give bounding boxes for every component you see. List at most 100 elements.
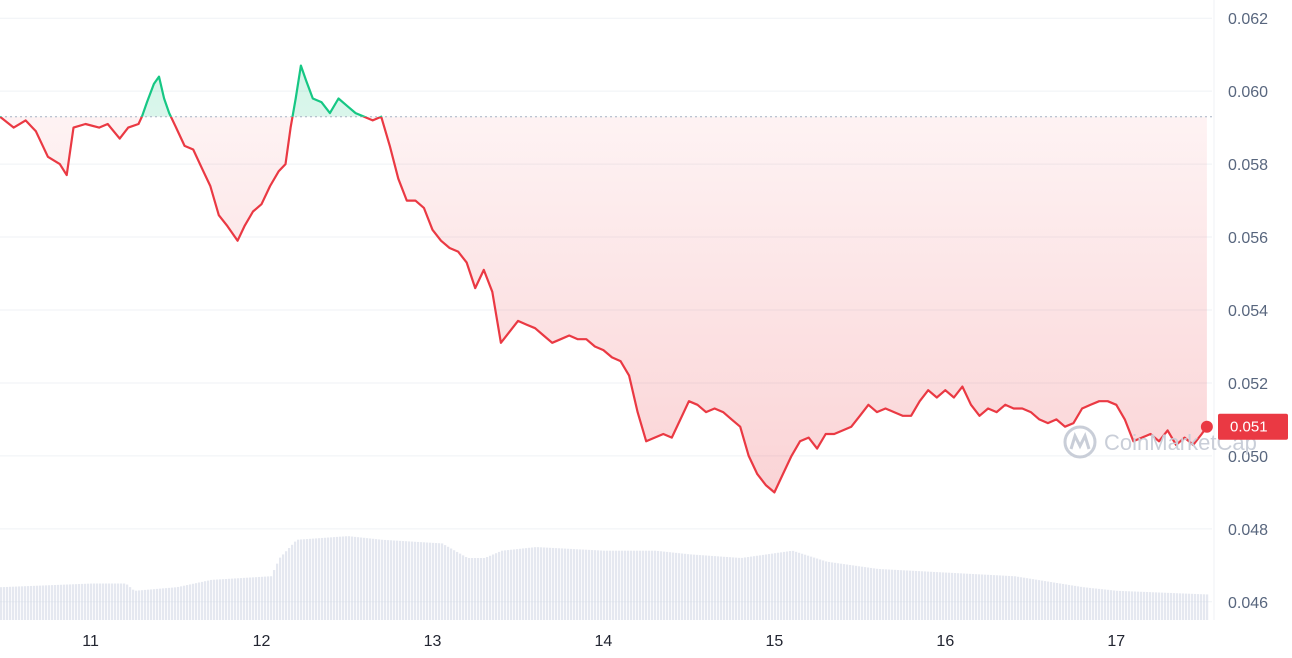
volume-bar bbox=[486, 557, 489, 620]
volume-bar bbox=[732, 557, 735, 620]
y-tick-label: 0.052 bbox=[1228, 376, 1268, 393]
volume-bar bbox=[1170, 592, 1173, 620]
volume-bar bbox=[1062, 583, 1065, 620]
volume-bar bbox=[735, 557, 738, 620]
y-tick-label: 0.046 bbox=[1228, 595, 1268, 612]
volume-bar bbox=[108, 583, 111, 620]
volume-bar bbox=[1041, 580, 1044, 620]
volume-bar bbox=[324, 537, 327, 620]
volume-bar bbox=[1080, 586, 1083, 620]
y-axis: 0.062 0.060 0.058 0.056 0.054 0.052 0.050 0.048… bbox=[1228, 11, 1268, 612]
volume-bar bbox=[1035, 579, 1038, 620]
volume-bar bbox=[60, 584, 63, 620]
volume-bar bbox=[1197, 594, 1200, 620]
volume-bar bbox=[984, 574, 987, 620]
volume-bar bbox=[996, 575, 999, 620]
volume-bar bbox=[126, 584, 129, 620]
volume-bar bbox=[582, 549, 585, 620]
volume-bar bbox=[612, 550, 615, 620]
volume-bar bbox=[1176, 593, 1179, 620]
volume-bar bbox=[216, 579, 219, 620]
volume-bar bbox=[378, 539, 381, 620]
volume-bar bbox=[297, 539, 300, 620]
volume-bar bbox=[816, 558, 819, 620]
volume-bar bbox=[1164, 592, 1167, 620]
volume-bar bbox=[342, 536, 345, 620]
volume-bar bbox=[696, 554, 699, 620]
volume-bar bbox=[969, 573, 972, 620]
volume-bar bbox=[1206, 594, 1209, 620]
volume-bar bbox=[375, 539, 378, 620]
volume-bar bbox=[117, 583, 120, 620]
volume-bar bbox=[48, 585, 51, 620]
volume-bar bbox=[426, 542, 429, 620]
volume-bar bbox=[402, 541, 405, 620]
volume-bar bbox=[843, 564, 846, 620]
y-tick-label: 0.058 bbox=[1228, 157, 1268, 174]
volume-bar bbox=[444, 545, 447, 620]
volume-bar bbox=[336, 536, 339, 620]
volume-bar bbox=[822, 560, 825, 620]
volume-bar bbox=[858, 566, 861, 620]
volume-bar bbox=[903, 570, 906, 620]
volume-bar bbox=[597, 550, 600, 620]
volume-bar bbox=[687, 554, 690, 620]
volume-bar bbox=[1095, 588, 1098, 620]
volume-bar bbox=[966, 573, 969, 620]
volume-bar bbox=[72, 584, 75, 620]
volume-bar bbox=[855, 565, 858, 620]
volume-bar bbox=[1185, 593, 1188, 620]
volume-bar bbox=[882, 569, 885, 620]
volume-bar bbox=[1002, 575, 1005, 620]
volume-bar bbox=[771, 553, 774, 620]
volume-bar bbox=[0, 587, 3, 620]
volume-bar bbox=[366, 538, 369, 620]
volume-bar bbox=[318, 538, 321, 620]
volume-bar bbox=[441, 543, 444, 620]
volume-bar bbox=[345, 536, 348, 620]
volume-bar bbox=[717, 556, 720, 620]
volume-bar bbox=[12, 586, 15, 620]
volume-bar bbox=[573, 549, 576, 620]
volume-bar bbox=[1188, 593, 1191, 620]
volume-bar bbox=[936, 572, 939, 620]
volume-bar bbox=[105, 583, 108, 620]
x-tick-label: 17 bbox=[1107, 633, 1125, 650]
volume-bar bbox=[36, 585, 39, 620]
volume-bar bbox=[42, 585, 45, 620]
volume-bar bbox=[825, 561, 828, 620]
volume-bar bbox=[1131, 591, 1134, 620]
volume-bar bbox=[183, 585, 186, 620]
volume-bar bbox=[165, 588, 168, 620]
volume-bar bbox=[741, 557, 744, 620]
volume-bar bbox=[456, 551, 459, 620]
volume-bar bbox=[747, 557, 750, 620]
volume-bar bbox=[1017, 576, 1020, 620]
volume-bar bbox=[489, 555, 492, 620]
volume-bar bbox=[1107, 589, 1110, 620]
volume-bar bbox=[63, 584, 66, 620]
volume-bar bbox=[531, 547, 534, 620]
volume-bar bbox=[1116, 590, 1119, 620]
volume-bar bbox=[651, 550, 654, 620]
volume-bar bbox=[186, 585, 189, 620]
volume-bar bbox=[123, 583, 126, 620]
volume-bar bbox=[150, 589, 153, 620]
volume-bar bbox=[1179, 593, 1182, 620]
volume-bar bbox=[873, 568, 876, 620]
volume-bar bbox=[1167, 592, 1170, 620]
volume-bar bbox=[429, 542, 432, 620]
volume-bar bbox=[1071, 585, 1074, 620]
volume-bar bbox=[738, 557, 741, 620]
volume-bar bbox=[909, 570, 912, 620]
volume-bar bbox=[1122, 591, 1125, 620]
volume-bar bbox=[519, 548, 522, 620]
volume-bar bbox=[354, 536, 357, 620]
volume-bar bbox=[381, 539, 384, 620]
volume-bar bbox=[66, 584, 69, 620]
volume-bar bbox=[132, 589, 135, 620]
volume-bar bbox=[510, 549, 513, 620]
volume-bar bbox=[549, 547, 552, 620]
volume-bar bbox=[153, 589, 156, 620]
volume-bar bbox=[360, 537, 363, 620]
